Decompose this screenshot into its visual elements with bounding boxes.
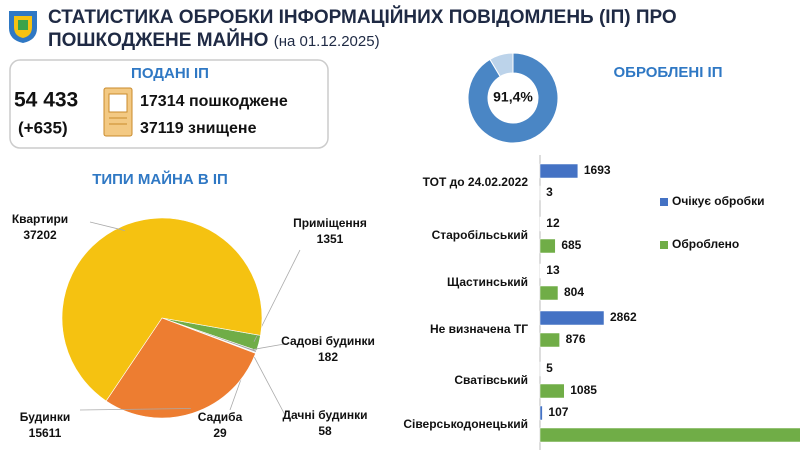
slice-label: Садові будинки: [281, 334, 375, 348]
legend-swatch: [660, 241, 668, 249]
bar: [539, 405, 543, 421]
chart-title: ТИПИ МАЙНА В ІП: [92, 170, 228, 188]
legend-swatch: [660, 198, 668, 206]
leader-line: [89, 221, 125, 231]
bar-value: 2862: [610, 310, 637, 324]
leader-line: [250, 350, 286, 416]
bar-value: 804: [564, 285, 584, 299]
donut-segment: [467, 52, 559, 144]
bar: [539, 163, 579, 179]
bar: [539, 285, 559, 301]
slice-value: 29: [213, 426, 227, 440]
category-label: Старобільський: [432, 228, 528, 242]
category-label: Сіверськодонецький: [403, 417, 528, 431]
chart-title: ОБРОБЛЕНІ ІП: [614, 64, 723, 81]
doc-icon: [103, 87, 133, 137]
pie-slice: [105, 317, 256, 419]
slice-label: Приміщення: [293, 216, 367, 230]
slice-label: Будинки: [20, 410, 70, 424]
slice-value: 182: [318, 350, 338, 364]
summary-panel: [9, 59, 329, 149]
slice-value: 37202: [23, 228, 57, 242]
slice-value: 58: [318, 424, 332, 438]
bar-value: 1693: [584, 163, 611, 177]
category-label: ТОТ до 24.02.2022: [423, 175, 529, 189]
summary-change: (+635): [18, 118, 68, 137]
bar: [539, 310, 605, 326]
title: СТАТИСТИКА ОБРОБКИ ІНФОРМАЦІЙНИХ ПОВІДОМ…: [48, 7, 677, 51]
legend-label: Очікує обробки: [672, 194, 764, 208]
category-label: Щастинський: [447, 275, 528, 289]
slice-label: Садиба: [198, 410, 243, 424]
bar: [539, 238, 556, 254]
category-label: Сватівський: [454, 373, 528, 387]
header: СТАТИСТИКА ОБРОБКИ ІНФОРМАЦІЙНИХ ПОВІДОМ…: [48, 6, 748, 53]
leader-line: [79, 408, 191, 411]
bar: [539, 332, 560, 348]
logo: [9, 11, 37, 43]
slice-value: 1351: [317, 232, 344, 246]
category-label: Не визначена ТГ: [430, 322, 528, 336]
bar-value: 12: [546, 216, 560, 230]
date: (на 01.12.2025): [273, 33, 380, 50]
summary-item: 17314 пошкоджене: [140, 93, 288, 110]
pie-slice: [61, 217, 263, 402]
slice-label: Дачні будинки: [282, 408, 367, 422]
donut-label: 91,4%: [493, 89, 533, 105]
leader-line: [251, 342, 291, 351]
slice-label: Квартири: [12, 212, 68, 226]
bar: [539, 427, 800, 443]
slice-value: 15611: [29, 426, 62, 440]
bar-value: 685: [561, 238, 581, 252]
bar-value: 1085: [570, 383, 597, 397]
bar: [539, 383, 565, 399]
bar-value: 3: [546, 185, 553, 199]
summary-item: 37119 знищене: [140, 120, 257, 137]
summary-total: 54 433: [14, 89, 78, 112]
bar-value: 876: [566, 332, 586, 346]
bar-value: 5: [546, 361, 553, 375]
bar-value: 107: [548, 405, 568, 419]
summary-title: ПОДАНІ ІП: [131, 65, 209, 82]
legend-label: Оброблено: [672, 237, 739, 251]
bar-value: 13: [546, 263, 560, 277]
